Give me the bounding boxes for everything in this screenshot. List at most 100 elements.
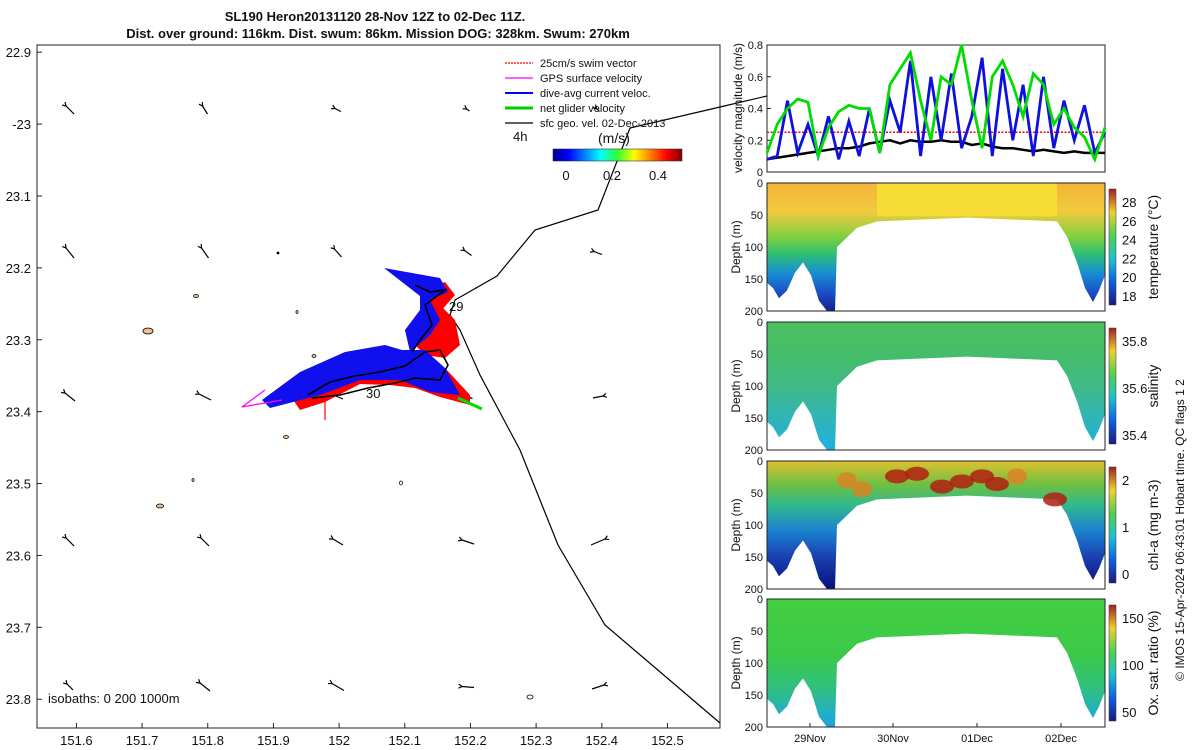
map-y-tick-label: 23.5: [6, 477, 31, 492]
section-axes-frame: [766, 321, 1106, 451]
geo-velocity-arrowhead: [330, 104, 337, 110]
velocity-y-tick-label: 0.6: [748, 72, 763, 84]
geo-velocity-arrow: [593, 250, 603, 256]
geo-velocity-arrowhead: [602, 681, 609, 687]
map-y-tick-label: -23: [12, 117, 31, 132]
geo-velocity-arrow: [461, 539, 475, 545]
map-x-tick-label: 151.6: [60, 733, 93, 748]
map-x-tick-label: 151.9: [257, 733, 290, 748]
map-x-tick-label: 152: [328, 733, 350, 748]
glider-track: 29 30: [241, 268, 483, 420]
geo-velocity-arrow: [198, 393, 212, 401]
map-y-tick-label: 23.8: [6, 692, 31, 707]
geo-velocity-arrow: [331, 682, 345, 692]
colorbar-tick-label: 24: [1122, 233, 1136, 248]
glider-path: [307, 349, 449, 399]
geo-velocity-arrow: [590, 538, 606, 546]
velocity-tick-labels: 0 0.2 0.4 0.6 0.8: [748, 40, 771, 179]
colorbar-label: Ox. sat. ratio (%): [1145, 610, 1161, 715]
chl-maximum-patch: [950, 474, 974, 489]
map-tick-labels: 151.6 151.7 151.8 151.9 152 152.1 152.2 152.3 15…: [6, 45, 684, 748]
section-axes-frame: [766, 598, 1106, 728]
coastline: [449, 106, 721, 724]
colorbar-tick-label: 2: [1122, 473, 1129, 488]
colorbar-tick-label: 50: [1122, 705, 1136, 720]
geo-velocity-arrow: [200, 537, 210, 547]
geo-velocity-arrowhead: [458, 683, 464, 689]
speed-colorbar-tick: 0: [562, 168, 569, 183]
geo-velocity-arrow: [199, 682, 211, 692]
time-step-label: 4h: [513, 129, 527, 144]
depth-axis-label: Depth (m): [729, 220, 743, 273]
map-x-tick-label: 151.7: [126, 733, 159, 748]
colorbar-tick-label: 35.4: [1122, 428, 1147, 443]
depth-tick-label: 50: [751, 488, 763, 500]
legend-sfc-geo-velocity: sfc geo. vel. 02-Dec-2013: [540, 118, 665, 130]
geo-velocity-arrowhead: [457, 536, 464, 542]
velocity-y-tick-label: 0.8: [748, 40, 763, 52]
velocity-ylabel: velocity magnitude (m/s): [731, 43, 745, 173]
colorbar-tick-label: 0: [1122, 567, 1129, 582]
map-y-tick-label: 23.2: [6, 261, 31, 276]
colorbar-tick-label: 28: [1122, 195, 1136, 210]
colorbar-tick-label: 150: [1122, 611, 1144, 626]
depth-tick-label: 200: [745, 584, 763, 596]
velocity-y-tick-label: 0.4: [748, 104, 763, 116]
imos-attribution: © IMOS 15-Apr-2024 06:43:01 Hobart time.…: [1173, 379, 1187, 681]
map-x-tick-label: 152.3: [520, 733, 553, 748]
velocity-y-tick-label: 0: [757, 167, 763, 179]
section-data-field: [767, 599, 1105, 727]
section-axes-frame: [766, 182, 1106, 312]
geo-velocity-arrowhead: [60, 389, 66, 394]
chl-maximum-patch: [885, 469, 909, 484]
geo-velocity-arrow: [464, 250, 472, 256]
colorbar-tick-label: 35.8: [1122, 334, 1147, 349]
geo-velocity-arrow: [592, 395, 604, 399]
legend-dive-avg-current: dive-avg current veloc.: [540, 88, 651, 100]
section-colorbar: [1108, 188, 1117, 306]
colorbar-tick-label: 35.6: [1122, 381, 1147, 396]
section-panel: 0 50 100 150 200 Depth (m) 0 1 2 chl-a (mg m-3): [729, 456, 1161, 596]
velocity-panel: 0 0.2 0.4 0.6 0.8 velocity magnitude (m/s): [719, 40, 1107, 179]
geo-velocity-arrow: [66, 683, 74, 691]
section-panel: 0 50 100 150 200 Depth (m) 35.4 35.6 35.8 salinit…: [729, 317, 1161, 457]
legend-swim-vector: 25cm/s swim vector: [540, 58, 637, 70]
velocity-series: [719, 44, 1107, 164]
chl-maximum-patch: [930, 479, 954, 494]
warm-surface-layer: [877, 183, 1057, 217]
map-title-line2: Dist. over ground: 116km. Dist. swum: 86…: [126, 26, 630, 41]
map-x-tick-label: 152.4: [586, 733, 619, 748]
time-tick-label: 01Dec: [961, 733, 993, 745]
geo-velocity-arrow: [461, 685, 475, 689]
colorbar-label: temperature (°C): [1145, 195, 1161, 299]
geo-velocity-arrowhead: [62, 243, 67, 249]
depth-tick-label: 0: [757, 178, 763, 190]
colorbar-tick-label: 100: [1122, 658, 1144, 673]
map-y-tick-label: 23.7: [6, 620, 31, 635]
map-x-tick-label: 152.5: [651, 733, 684, 748]
depth-tick-label: 200: [745, 306, 763, 318]
depth-tick-label: 50: [751, 626, 763, 638]
geo-velocity-arrowhead: [460, 246, 466, 252]
speed-colorbar-label: (m/s): [598, 130, 630, 146]
day-label-30: 30: [366, 386, 380, 401]
depth-axis-label: Depth (m): [729, 359, 743, 412]
colorbar-tick-label: 26: [1122, 214, 1136, 229]
depth-tick-label: 200: [745, 722, 763, 734]
geo-velocity-arrow: [334, 248, 342, 258]
depth-tick-label: 200: [745, 445, 763, 457]
colorbar-label: chl-a (mg m-3): [1145, 479, 1161, 570]
legend-net-glider-velocity: net glider velocity: [540, 103, 625, 115]
section-panel: 0 50 100 150 200 Depth (m) 18 20 22 24 26 28 tempera…: [729, 178, 1161, 318]
chl-patch: [837, 472, 857, 489]
section-axes-frame: [766, 460, 1106, 590]
depth-axis-label: Depth (m): [729, 636, 743, 689]
depth-tick-label: 0: [757, 594, 763, 606]
section-data-field: [767, 322, 1105, 450]
geo-velocity-arrowhead: [330, 244, 336, 250]
section-data-field: [767, 461, 1105, 589]
day-label-29: 29: [449, 299, 463, 314]
depth-tick-label: 50: [751, 210, 763, 222]
